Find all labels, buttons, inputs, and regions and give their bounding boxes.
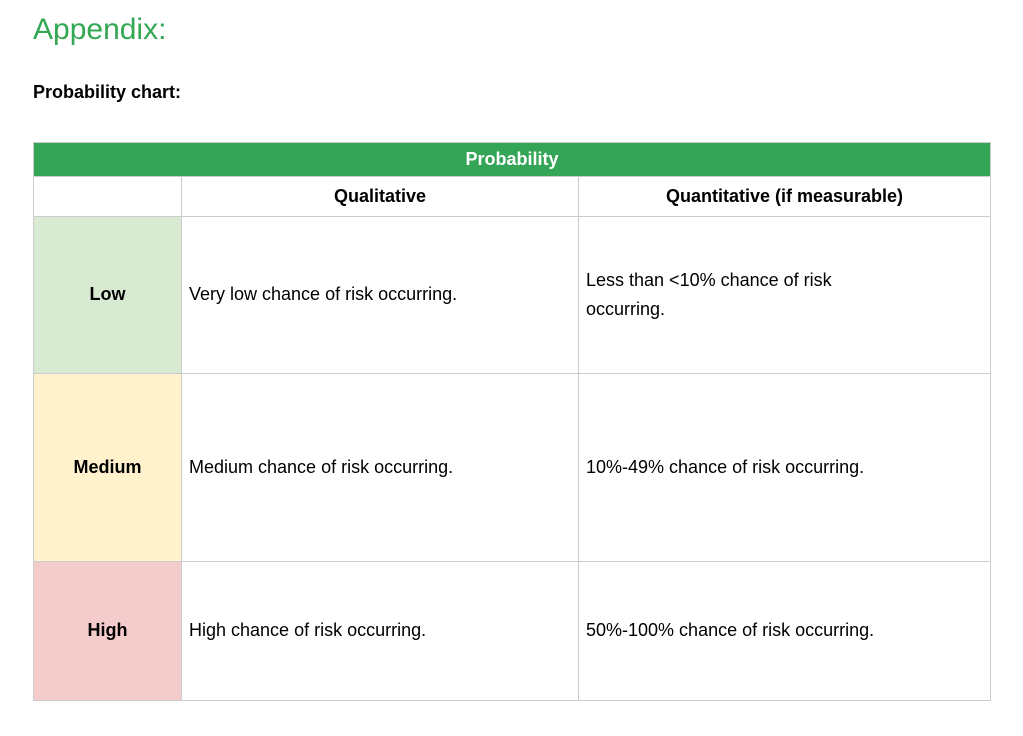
qualitative-text-medium: Medium chance of risk occurring. [189, 456, 454, 477]
row-label-cell-medium: Medium [33, 372, 182, 562]
corner-cell [33, 175, 182, 217]
qualitative-cell-medium: Medium chance of risk occurring. [181, 372, 579, 562]
table-row-low: Low Very low chance of risk occurring. L… [33, 215, 992, 374]
page-title: Appendix: [33, 13, 167, 46]
row-label-cell-high: High [33, 560, 182, 701]
quantitative-cell-medium: 10%-49% chance of risk occurring. [577, 372, 992, 562]
quantitative-cell-low: Less than <10% chance of risk occurring. [577, 215, 992, 374]
table-row-high: High High chance of risk occurring. 50%-… [33, 560, 992, 701]
column-header-row: Qualitative Quantitative (if measurable) [33, 175, 992, 217]
qualitative-text-high: High chance of risk occurring. [189, 620, 427, 641]
column-header-quantitative: Quantitative (if measurable) [577, 175, 992, 217]
table-title: Probability [32, 141, 992, 177]
quantitative-text-low: Less than <10% chance of risk occurring. [586, 269, 832, 319]
probability-table: Probability Qualitative Quantitative (if… [32, 141, 992, 701]
quantitative-text-medium: 10%-49% chance of risk occurring. [586, 456, 865, 477]
section-label: Probability chart: [33, 81, 182, 102]
qualitative-cell-high: High chance of risk occurring. [181, 560, 579, 701]
row-label-cell-low: Low [33, 215, 182, 374]
quantitative-cell-high: 50%-100% chance of risk occurring. [577, 560, 992, 701]
table-title-row: Probability [32, 141, 992, 177]
column-header-qualitative: Qualitative [181, 175, 579, 217]
qualitative-text-low: Very low chance of risk occurring. [189, 284, 458, 305]
qualitative-cell-low: Very low chance of risk occurring. [181, 215, 579, 374]
table-row-medium: Medium Medium chance of risk occurring. … [33, 372, 992, 562]
quantitative-text-high: 50%-100% chance of risk occurring. [586, 620, 875, 641]
